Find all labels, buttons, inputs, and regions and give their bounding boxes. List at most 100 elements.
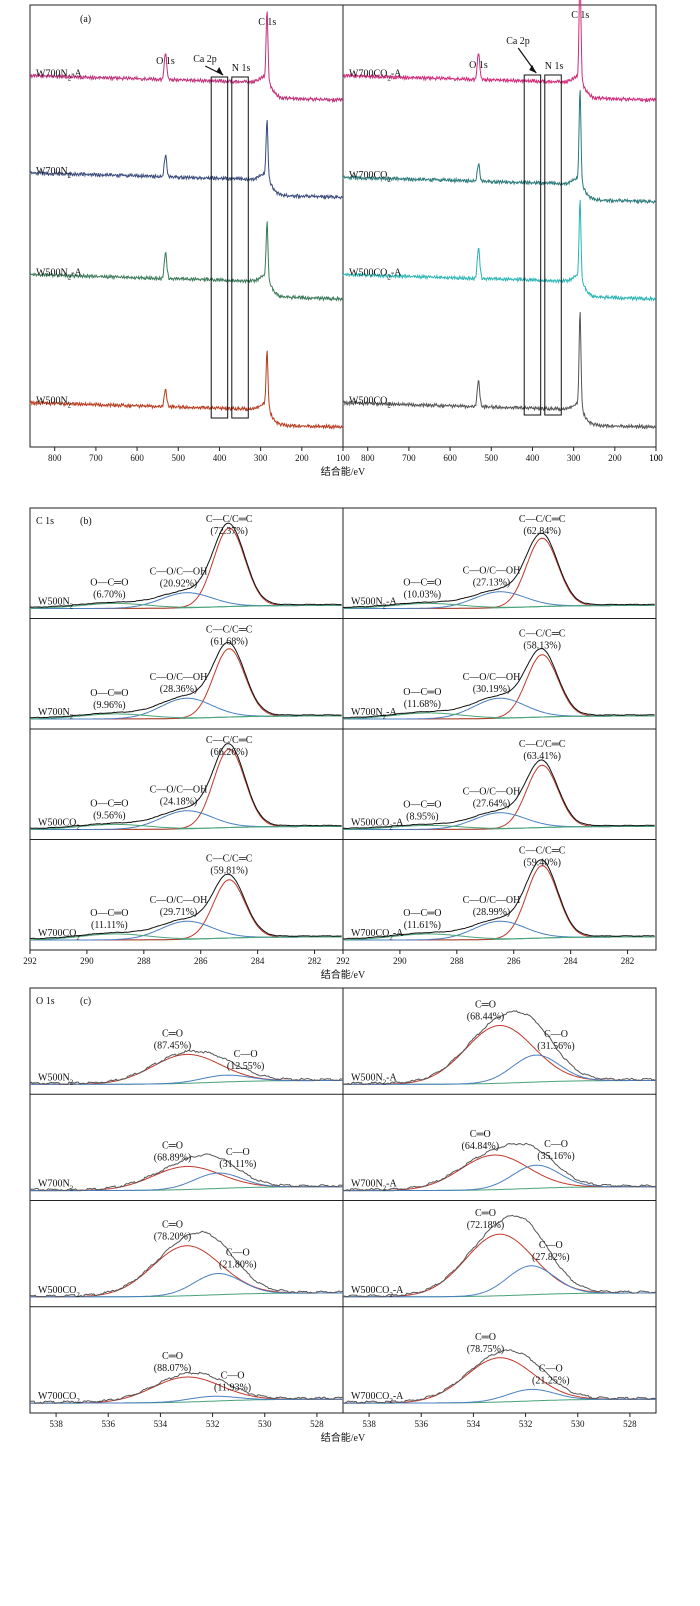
fit-envelope-line xyxy=(342,647,655,719)
panel-a-tick-label: 200 xyxy=(295,453,309,463)
panel-c-tick-label: 538 xyxy=(49,1419,63,1429)
panel-b-tick-label: 292 xyxy=(23,956,37,966)
fit-component-percent: (63.41%) xyxy=(523,751,561,762)
fit-sample-label: W500CO2-A xyxy=(351,817,404,831)
survey-series-label: W500N2 xyxy=(36,396,72,410)
survey-series-line xyxy=(342,199,657,302)
fit-component-line xyxy=(343,1233,656,1298)
fit-sample-label: W500N2 xyxy=(38,596,74,610)
fit-component-label: O—C═O xyxy=(90,908,128,919)
fit-envelope-line xyxy=(29,743,342,829)
fit-component-label: O—C═O xyxy=(90,798,128,809)
fit-envelope-line xyxy=(29,1230,344,1298)
fit-component-line xyxy=(343,1388,656,1404)
panel-b-label: (b) xyxy=(80,516,92,527)
panel-a-label: (a) xyxy=(80,14,91,25)
fit-component-percent: (24.18%) xyxy=(160,797,198,808)
survey-peak-label: O 1s xyxy=(469,60,488,71)
fit-component-percent: (27.82%) xyxy=(532,1252,570,1263)
fit-sample-label: W500CO2 xyxy=(38,817,80,831)
fit-envelope-line xyxy=(342,1349,656,1404)
panel-a-tick-label: 600 xyxy=(443,453,457,463)
fit-component-percent: (59.40%) xyxy=(523,858,561,869)
panel-a-tick-label: 300 xyxy=(254,453,268,463)
fit-component-percent: (78.75%) xyxy=(467,1344,505,1355)
fit-component-label: C═O xyxy=(475,1208,496,1219)
fit-component-line xyxy=(30,1172,343,1192)
survey-series-label: W700N2 xyxy=(36,166,72,180)
fit-envelope-line xyxy=(30,873,342,940)
survey-region-box xyxy=(523,74,542,416)
survey-peak-label: C 1s xyxy=(258,17,276,28)
fit-component-percent: (88.07%) xyxy=(154,1363,192,1374)
fit-component-label: C—O xyxy=(544,1029,568,1040)
fit-component-label: C═O xyxy=(162,1140,183,1151)
panel-c-tick-label: 536 xyxy=(415,1419,429,1429)
panel-a-tick-label: 100 xyxy=(649,453,663,463)
panel-a-tick-label: 400 xyxy=(526,453,540,463)
fit-component-line xyxy=(30,1245,343,1298)
fit-envelope-line xyxy=(29,1153,344,1192)
fit-component-line xyxy=(342,602,655,609)
fit-component-label: C—O/C—OH xyxy=(463,895,521,906)
fit-component-percent: (59.81%) xyxy=(210,866,248,877)
fit-component-percent: (66.26%) xyxy=(210,747,248,758)
panel-b-tick-label: 284 xyxy=(251,956,265,966)
fit-component-percent: (29.71%) xyxy=(160,907,198,918)
fit-envelope-line xyxy=(343,532,655,608)
fit-component-percent: (31.11%) xyxy=(219,1159,256,1170)
panel-c-xlabel: 结合能/eV xyxy=(321,1431,366,1444)
panel-a-tick-label: 700 xyxy=(89,453,103,463)
panel-c-tick-label: 530 xyxy=(258,1419,272,1429)
fit-component-line xyxy=(343,1054,656,1085)
fit-component-label: C—C/C═C xyxy=(206,735,253,746)
survey-series-line xyxy=(342,311,656,430)
fit-envelope-line xyxy=(342,759,655,830)
survey-series-line xyxy=(29,120,343,200)
fit-component-label: C—O/C—OH xyxy=(463,672,521,683)
fit-envelope-line xyxy=(29,641,342,719)
fit-component-percent: (72.37%) xyxy=(210,526,248,537)
fit-component-label: C—C/C═C xyxy=(519,846,566,857)
fit-component-percent: (64.84%) xyxy=(462,1141,500,1152)
panel-a-xlabel: 结合能/eV xyxy=(321,465,366,478)
fit-sample-label: W700CO2 xyxy=(38,928,80,942)
fit-sample-label: W500CO2-A xyxy=(351,1285,404,1299)
fit-component-percent: (11.93%) xyxy=(214,1382,251,1393)
survey-peak-label: O 1s xyxy=(156,56,175,67)
panel-a-tick-label: 500 xyxy=(485,453,499,463)
panel-c-tick-label: 528 xyxy=(623,1419,637,1429)
fit-envelope-line xyxy=(342,1010,657,1086)
fit-envelope-line xyxy=(342,859,655,940)
survey-series-label: W700CO2-A xyxy=(349,69,402,83)
panel-c-tick-label: 538 xyxy=(362,1419,376,1429)
fit-component-label: O—C═O xyxy=(403,908,441,919)
survey-region-label: Ca 2p xyxy=(193,54,217,65)
panel-b-tick-label: 284 xyxy=(564,956,578,966)
fit-component-line xyxy=(29,713,342,720)
fit-component-line xyxy=(343,933,655,941)
fit-component-label: C—O xyxy=(539,1363,563,1374)
fit-component-percent: (21.80%) xyxy=(219,1260,257,1271)
fit-sample-label: W500N2-A xyxy=(351,1072,398,1086)
survey-series-line xyxy=(342,0,657,104)
survey-series-line xyxy=(342,89,656,205)
fit-component-label: C═O xyxy=(162,1351,183,1362)
survey-region-box xyxy=(210,76,229,419)
panel-b-tick-label: 288 xyxy=(450,956,464,966)
panel-a-tick-label: 500 xyxy=(172,453,186,463)
fit-component-percent: (58.13%) xyxy=(523,641,561,652)
fit-component-line xyxy=(29,823,342,830)
fit-component-label: C—O/C—OH xyxy=(150,567,208,578)
fit-sample-label: W700CO2-A xyxy=(351,928,404,942)
fit-component-percent: (20.92%) xyxy=(160,579,198,590)
fit-component-percent: (61.68%) xyxy=(210,637,248,648)
fit-component-label: C—O/C—OH xyxy=(463,566,521,577)
panel-a-tick-label: 100 xyxy=(336,453,350,463)
fit-component-percent: (11.68%) xyxy=(404,699,441,710)
fit-component-percent: (87.45%) xyxy=(154,1040,192,1051)
fit-component-label: C═O xyxy=(475,1332,496,1343)
fit-envelope-line xyxy=(29,1049,344,1086)
fit-component-label: C—O/C—OH xyxy=(150,785,208,796)
fit-component-percent: (8.95%) xyxy=(406,811,439,822)
